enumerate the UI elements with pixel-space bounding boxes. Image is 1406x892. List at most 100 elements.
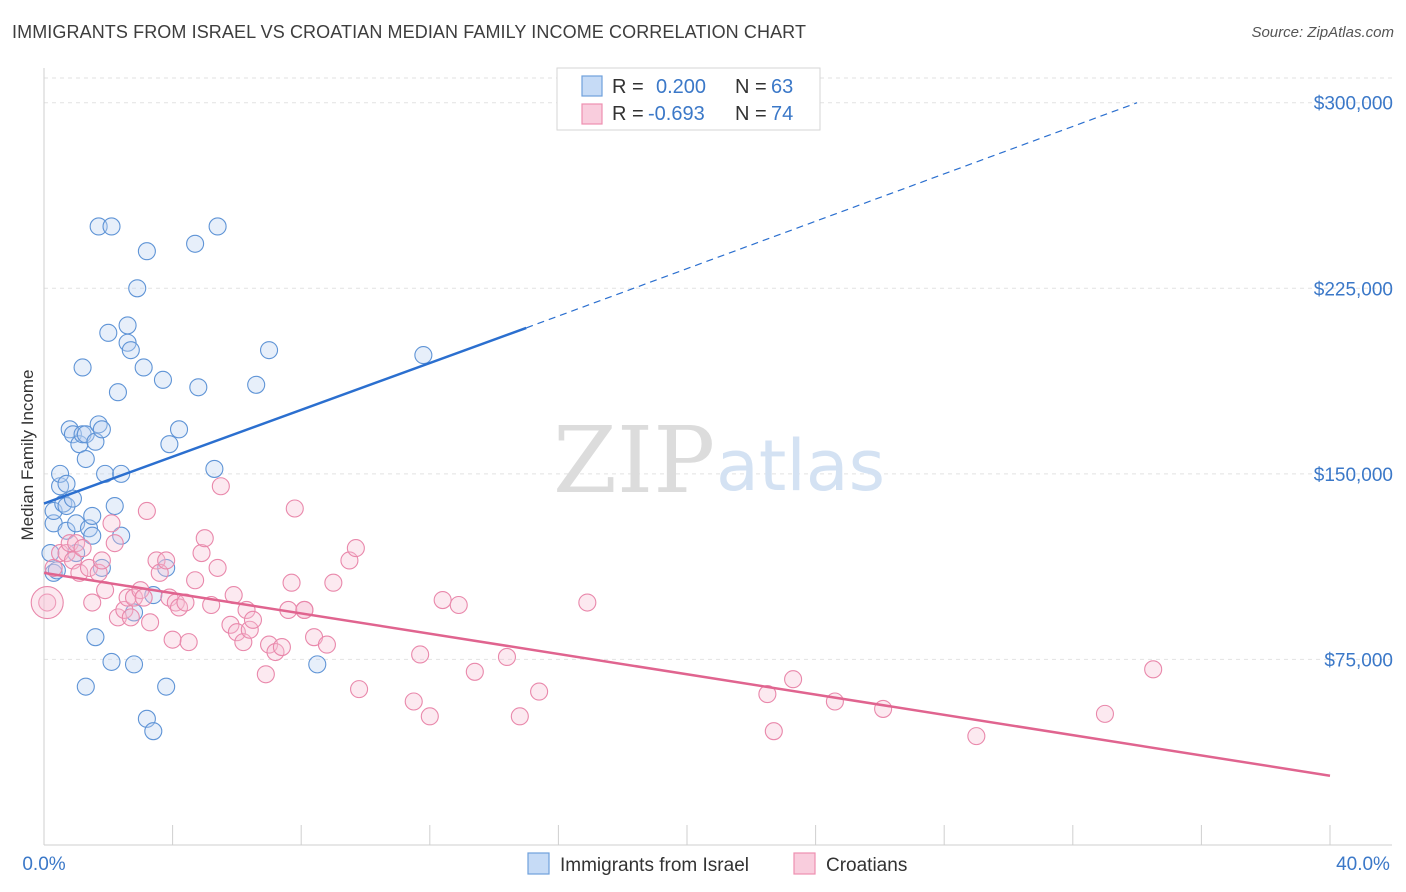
gridlines [44, 77, 1392, 660]
israel-point [124, 655, 144, 674]
legend-n-value-israel: 63 [771, 76, 793, 98]
croatians-point [157, 551, 176, 570]
croatians-point [874, 699, 893, 718]
croatians-point [186, 571, 205, 590]
croatians-point [578, 593, 597, 612]
croatians-point [163, 630, 182, 649]
croatians-point [92, 551, 111, 570]
croatians-point [256, 665, 275, 684]
israel-point [205, 459, 224, 478]
israel-point [160, 435, 179, 454]
israel-point [186, 234, 205, 253]
israel-point [102, 652, 121, 671]
israel-point [414, 346, 433, 365]
y-tick-label: $75,000 [1324, 650, 1393, 671]
croatians-point [124, 588, 144, 607]
x-tick-labels: 0.0% 40.0% [22, 854, 1390, 875]
legend-swatch-croatians [581, 103, 603, 125]
trend-line-israel [43, 326, 527, 505]
croatians-point [510, 707, 529, 726]
israel-point [105, 496, 124, 516]
legend-n-label-croatians: N = [735, 103, 767, 125]
israel-point [157, 677, 176, 696]
trend-line-israel-extrapolated [526, 102, 1138, 329]
croatians-point [192, 543, 211, 563]
bottom-legend-swatch-croatians [793, 852, 816, 875]
chart-title: IMMIGRANTS FROM ISRAEL VS CROATIAN MEDIA… [12, 22, 807, 42]
y-tick-label: $150,000 [1314, 465, 1393, 486]
israel-point [189, 378, 208, 397]
croatians-point [758, 685, 777, 704]
israel-point [121, 341, 140, 360]
israel-point [108, 383, 127, 402]
croatians-point [141, 613, 160, 632]
croatians-point [350, 680, 369, 699]
legend-n-value-croatians: 74 [771, 103, 793, 125]
croatians-point [967, 727, 986, 746]
israel-point [137, 242, 156, 261]
legend-r-value-croatians: -0.693 [648, 103, 705, 125]
legend-r-value-israel: 0.200 [656, 76, 706, 98]
croatians-point [121, 608, 140, 627]
bottom-legend-swatch-israel [527, 852, 550, 875]
croatians-point [102, 514, 121, 533]
israel-point [153, 370, 173, 389]
croatians-point [497, 647, 517, 667]
series-israel-points [41, 217, 433, 741]
croatians-point [221, 615, 240, 634]
croatians-point [449, 595, 468, 615]
legend-r-label-croatians: R = [612, 103, 644, 125]
bottom-legend-label-israel: Immigrants from Israel [560, 855, 749, 876]
croatians-point [1144, 660, 1163, 679]
y-tick-label: $225,000 [1314, 279, 1393, 300]
croatians-point [1095, 704, 1114, 723]
croatians-point [38, 593, 57, 612]
israel-point [89, 415, 108, 434]
croatians-point [285, 499, 304, 518]
israel-point [92, 558, 111, 577]
croatians-point [433, 591, 452, 610]
israel-point [247, 375, 266, 394]
croatians-point [108, 608, 127, 627]
israel-point [41, 543, 60, 563]
israel-point [134, 358, 153, 377]
israel-point [208, 217, 227, 236]
israel-point [102, 217, 121, 236]
bottom-legend-label-croatians: Croatians [826, 855, 907, 876]
israel-point [83, 506, 102, 525]
watermark: ZIP atlas [553, 407, 885, 514]
croatians-point [282, 573, 301, 592]
croatians-point [404, 692, 423, 711]
croatians-point [137, 501, 156, 521]
croatians-point [30, 585, 64, 620]
watermark-atlas: atlas [716, 425, 885, 507]
israel-point [259, 341, 279, 360]
croatians-point [346, 539, 365, 558]
israel-point [169, 420, 189, 439]
x-tick-label: 40.0% [1336, 854, 1390, 875]
axes [43, 68, 1392, 846]
croatians-point [420, 707, 439, 726]
israel-point [128, 279, 147, 298]
croatians-point [784, 670, 803, 689]
israel-point [89, 217, 108, 236]
croatians-point [764, 722, 783, 741]
croatians-point [83, 593, 102, 612]
croatians-point [134, 588, 153, 607]
legend-n-label-israel: N = [735, 76, 767, 98]
israel-point [86, 628, 105, 647]
series-croatians-points [30, 477, 1163, 746]
y-axis-label: Median Family Income [18, 369, 37, 540]
croatians-point [208, 558, 227, 577]
croatians-point [195, 529, 214, 548]
trend-line-croatians [43, 571, 1331, 777]
croatians-point [179, 633, 198, 652]
israel-point [118, 316, 137, 335]
watermark-zip: ZIP [553, 407, 715, 514]
croatians-point [530, 682, 549, 701]
source-label: Source: ZipAtlas.com [1251, 24, 1394, 41]
croatians-point [243, 610, 263, 629]
croatians-point [411, 645, 430, 664]
israel-point [63, 425, 82, 444]
croatians-point [73, 539, 92, 558]
